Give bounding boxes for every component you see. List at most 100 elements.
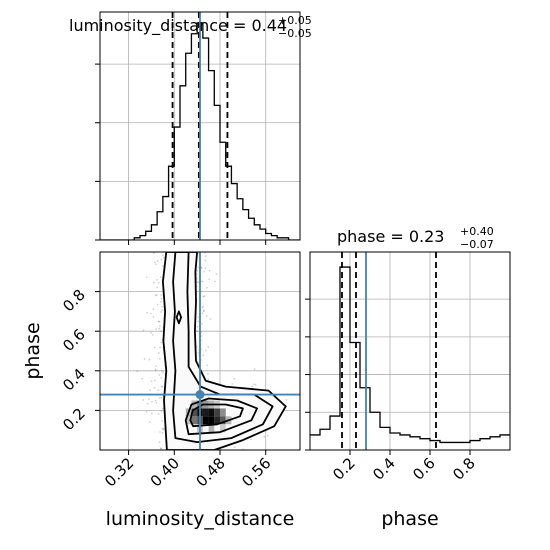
sample-point xyxy=(146,402,149,405)
sample-point xyxy=(196,330,199,333)
sample-point xyxy=(143,358,146,360)
title-prefix: phase = 0.23 xyxy=(337,227,444,246)
sample-point xyxy=(159,431,161,433)
sample-point xyxy=(203,309,205,312)
luminosity-distance-title: luminosity_distance = 0.44 xyxy=(69,16,287,36)
sample-point xyxy=(136,370,139,373)
sample-point xyxy=(204,349,207,352)
sample-point xyxy=(158,327,161,330)
density-cells xyxy=(162,252,286,450)
sample-point xyxy=(150,380,153,383)
sample-point xyxy=(160,301,162,303)
sample-point xyxy=(148,358,151,361)
sample-point xyxy=(161,305,164,308)
density-cell xyxy=(202,408,209,417)
sample-point xyxy=(250,438,252,441)
contour-line xyxy=(162,252,287,450)
sample-point xyxy=(157,320,160,323)
x-tick-label: 0.4 xyxy=(369,454,399,484)
luminosity-distance-histogram xyxy=(100,22,300,240)
y-tick-label: 0.6 xyxy=(59,325,89,355)
x-axis-label-luminosity-distance: luminosity_distance xyxy=(106,508,295,530)
phase-title: phase = 0.23 xyxy=(337,227,444,246)
sample-point xyxy=(159,357,161,360)
sample-point xyxy=(153,387,156,389)
sample-point xyxy=(204,267,207,270)
sample-point xyxy=(201,322,203,325)
density-cell xyxy=(191,416,198,425)
sample-point xyxy=(158,320,160,323)
sample-point xyxy=(154,294,157,297)
x-tick-marks: 0.2 0.4 0.6 0.8 xyxy=(329,450,479,484)
sample-point xyxy=(150,331,152,334)
sample-point xyxy=(201,280,204,283)
sample-point xyxy=(233,446,236,449)
density-cell xyxy=(220,424,226,433)
density-cell xyxy=(191,408,198,417)
axes-frame xyxy=(99,11,301,241)
sample-point xyxy=(155,365,157,368)
sample-point xyxy=(155,294,158,296)
sample-point xyxy=(205,315,208,317)
sample-point xyxy=(154,399,157,402)
x-tick-label: 0.32 xyxy=(101,454,137,490)
sample-point xyxy=(161,407,164,410)
sample-point xyxy=(231,383,234,385)
contour-line xyxy=(175,310,182,325)
sample-point xyxy=(161,254,164,257)
y-axis-label: phase xyxy=(22,322,44,379)
sample-point xyxy=(202,354,204,356)
sample-point xyxy=(201,306,204,309)
grid xyxy=(310,252,510,450)
sample-point xyxy=(200,267,203,269)
density-cell xyxy=(208,424,215,433)
sample-point xyxy=(142,329,145,332)
density-cell xyxy=(208,416,215,425)
phase-histogram xyxy=(310,266,510,444)
density-cell xyxy=(214,408,220,417)
y-tick-label: 0.4 xyxy=(59,365,89,395)
sample-point xyxy=(141,377,144,380)
sample-point xyxy=(197,320,200,323)
sample-point xyxy=(151,400,153,403)
contour-line xyxy=(189,403,244,428)
sample-point xyxy=(154,369,157,372)
sample-point xyxy=(203,295,206,297)
sample-point xyxy=(157,281,160,284)
sample-point xyxy=(156,286,159,289)
ticks xyxy=(95,63,267,245)
sample-point xyxy=(160,311,163,313)
x-tick-label: 0.8 xyxy=(449,454,479,484)
density-cell xyxy=(208,408,215,417)
sample-point xyxy=(152,316,155,318)
sample-point xyxy=(160,385,163,388)
density-cell xyxy=(220,408,226,417)
sample-point xyxy=(206,364,209,367)
sample-point xyxy=(161,309,164,312)
density-cell xyxy=(185,416,192,425)
sample-point xyxy=(157,352,160,354)
sample-point xyxy=(209,318,212,320)
sample-point xyxy=(203,270,206,273)
sample-point xyxy=(145,410,148,413)
luminosity-distance-histogram-panel: luminosity_distance = 0.44 +0.05 −0.05 xyxy=(69,11,312,245)
y-tick-label: 0.2 xyxy=(59,405,89,435)
sample-point xyxy=(160,258,163,261)
sample-point xyxy=(207,373,209,375)
density-cell xyxy=(202,416,209,425)
x-tick-label: 0.48 xyxy=(192,454,228,490)
truth-marker xyxy=(195,390,205,400)
sample-point xyxy=(158,441,161,444)
sample-point xyxy=(161,427,164,430)
axes-frame xyxy=(99,251,301,451)
y-tick-label: 0.8 xyxy=(59,286,89,316)
y-tick-marks: 0.2 0.4 0.6 0.8 xyxy=(59,286,100,434)
title-lower-error: −0.07 xyxy=(460,238,494,251)
sample-point xyxy=(160,298,163,300)
axes-frame xyxy=(309,251,511,451)
sample-point xyxy=(154,263,157,266)
quantile-lines xyxy=(341,252,437,450)
sample-point xyxy=(156,278,158,281)
x-axis-label-phase: phase xyxy=(381,508,438,530)
x-tick-marks: 0.32 0.40 0.48 0.56 xyxy=(101,450,275,490)
